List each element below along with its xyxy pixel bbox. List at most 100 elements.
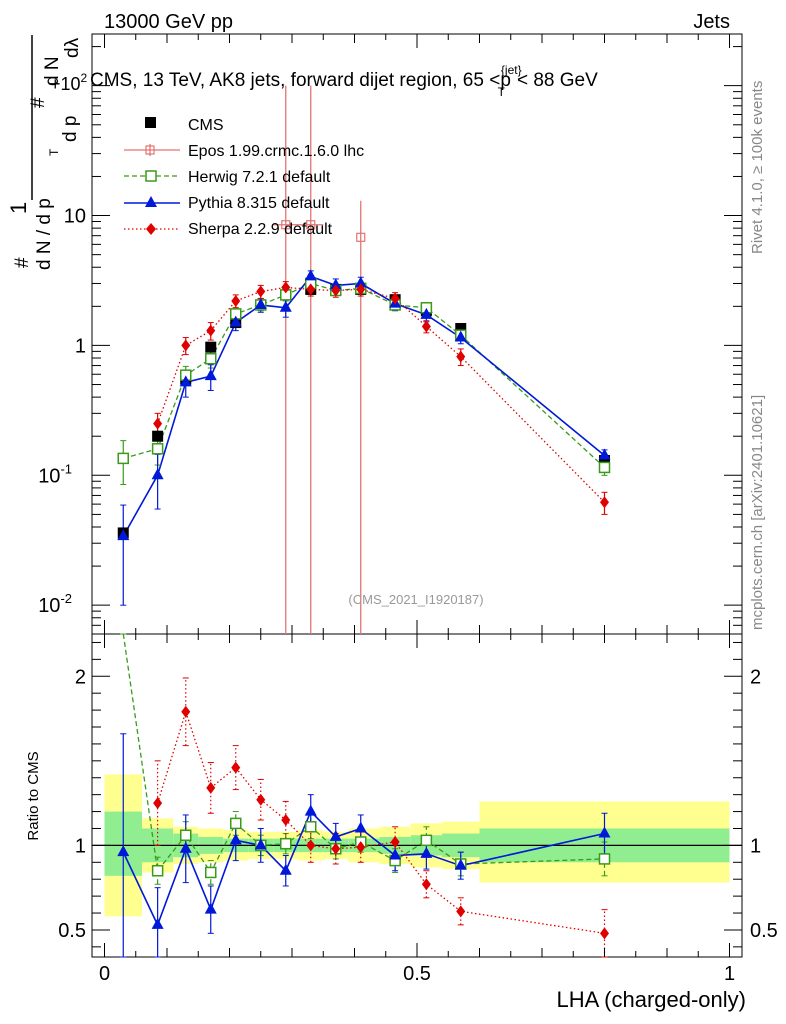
- main-series-lines: [122, 275, 606, 537]
- main-sherpa-point: [306, 283, 316, 296]
- main-pythia-point: [354, 276, 367, 288]
- ratio-pythia-point: [229, 833, 242, 845]
- main-pythia-point: [420, 307, 433, 319]
- legend-herwig-marker: [145, 170, 157, 182]
- ratio-pythia-point: [420, 846, 433, 858]
- ratio-frame: [91, 633, 743, 958]
- main-sherpa-line: [156, 286, 605, 503]
- main-epos-point: [356, 232, 366, 242]
- legend-sherpa-label: Sherpa 2.2.9 default: [188, 221, 333, 238]
- title-main: CMS, 13 TeV, AK8 jets, forward dijet reg…: [90, 70, 500, 91]
- ratio-pythia-line: [122, 810, 605, 927]
- ylabel-one: 1: [6, 202, 31, 214]
- ylabel-d2N: d N: [42, 56, 63, 86]
- ratio-y-tick-label-right: 1: [750, 835, 761, 857]
- main-error-bars: [120, 85, 608, 634]
- main-herwig-point: [205, 352, 217, 365]
- x-tick-label: 0: [99, 963, 110, 985]
- ratio-pythia-point: [151, 917, 164, 929]
- x-tick-label: 1: [724, 963, 735, 985]
- main-sherpa-point: [600, 496, 609, 509]
- ratio-y-tick-label-right: 0.5: [750, 920, 778, 942]
- main-sherpa-point: [181, 339, 191, 352]
- ratio-sherpa-point: [181, 705, 191, 718]
- ratio-pythia-point: [454, 858, 467, 870]
- ratio-pythia-point: [389, 848, 402, 860]
- ratio-sherpa-point: [390, 836, 400, 849]
- ratio-points: [117, 705, 611, 940]
- legend-herwig-label: Herwig 7.2.1 default: [188, 169, 331, 186]
- ratio-sherpa-point: [600, 927, 609, 940]
- ratio-sherpa-point: [256, 793, 266, 806]
- ratio-herwig-point: [420, 834, 433, 847]
- legend-cms-marker: [145, 117, 156, 128]
- ratio-pythia-point: [304, 804, 317, 816]
- axis-exponent: +102: [50, 71, 88, 94]
- main-pythia-point: [229, 315, 242, 327]
- main-y-tick-exponent: -1: [60, 461, 72, 476]
- ratio-y-tick-label-left: 1: [75, 835, 86, 857]
- ratio-pythia-point: [354, 821, 367, 833]
- main-sherpa-point: [231, 294, 241, 307]
- analysis-id: (CMS_2021_I1920187): [348, 592, 483, 607]
- main-pythia-point: [254, 297, 267, 309]
- main-pythia-point: [117, 529, 130, 541]
- ratio-sherpa-point: [281, 814, 291, 827]
- ylabel-dN-dp: d N / d p: [34, 198, 55, 270]
- ratio-pythia-point: [598, 826, 611, 838]
- ratio-y-tick-label-right: 2: [750, 666, 761, 688]
- ratio-sherpa-point: [456, 905, 466, 918]
- rivet-label: Rivet 4.1.0, ≥ 100k events: [749, 81, 766, 254]
- ratio-sherpa-point: [306, 839, 316, 852]
- main-pythia-point: [329, 278, 342, 290]
- legend-pythia-label: Pythia 8.315 default: [188, 195, 330, 212]
- main-pythia-point: [179, 375, 192, 387]
- ratio-pythia-point: [329, 829, 342, 841]
- ratio-sherpa-point: [153, 797, 163, 810]
- ratio-herwig-point: [598, 853, 611, 865]
- title-sup: {jet}: [501, 63, 522, 77]
- legend: CMS Epos 1.99.crmc.1.6.0 lhc Herwig 7.2.…: [124, 117, 364, 238]
- main-cms-point: [152, 430, 164, 442]
- x-axis-label: LHA (charged-only): [556, 987, 746, 1012]
- plot-title: CMS, 13 TeV, AK8 jets, forward dijet reg…: [90, 63, 598, 99]
- ratio-sherpa-point: [331, 842, 341, 855]
- header-right: Jets: [693, 11, 730, 33]
- main-pythia-point: [304, 269, 317, 281]
- main-pythia-point: [454, 330, 467, 342]
- legend-sherpa-marker: [146, 223, 156, 235]
- main-sherpa-point: [390, 292, 400, 305]
- main-y-tick-exponent: -2: [60, 591, 72, 606]
- main-y-tick-label: 1: [75, 335, 86, 357]
- main-cms-point: [205, 341, 217, 353]
- ratio-herwig-point: [151, 865, 164, 877]
- ratio-pythia-point: [117, 845, 130, 857]
- main-sherpa-point: [206, 324, 216, 337]
- main-sherpa-point: [153, 417, 163, 430]
- main-herwig-line: [123, 282, 605, 468]
- ylabel-T-sub: T: [47, 148, 61, 156]
- ratio-sherpa-point: [231, 761, 241, 774]
- main-epos-point: [306, 220, 316, 230]
- ratio-pythia-point: [179, 841, 192, 853]
- ratio-pythia-point: [279, 863, 292, 875]
- main-sherpa-point: [421, 320, 431, 333]
- mcplots-label: mcplots.cern.ch [arXiv:2401.10621]: [749, 395, 766, 630]
- main-pythia-point: [598, 448, 611, 460]
- ylabel-hash-den: #: [12, 257, 33, 268]
- axis-tick-labels: 0 0.5 1 10-2 10-1 1 10 0.5 0.5 1 1 2 2: [38, 206, 778, 985]
- main-y-tick-label: 10: [64, 206, 86, 228]
- title-sub: T: [498, 85, 506, 99]
- ratio-y-tick-label-left: 2: [75, 666, 86, 688]
- main-epos-point: [281, 220, 291, 230]
- main-points: [117, 220, 611, 541]
- axis-ticks: [92, 34, 742, 957]
- legend-cms-label: CMS: [188, 117, 224, 134]
- ratio-ylabel: Ratio to CMS: [25, 751, 42, 840]
- ratio-sherpa-point: [421, 878, 431, 891]
- ratio-herwig-point: [180, 829, 192, 841]
- main-sherpa-point: [256, 285, 266, 298]
- main-pythia-line: [122, 275, 606, 537]
- main-sherpa-point: [331, 284, 341, 297]
